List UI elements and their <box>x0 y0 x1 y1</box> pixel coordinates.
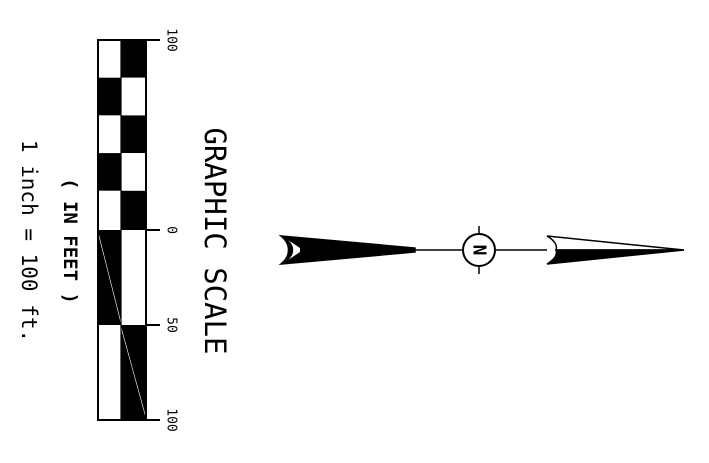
scale-segment <box>98 325 121 420</box>
scale-tick-labels: 100 0 50 100 <box>164 28 179 431</box>
north-arrow-left-notch <box>288 240 300 260</box>
north-arrow-right-head-lower <box>546 249 685 265</box>
scale-segment <box>121 153 146 191</box>
scale-segment <box>98 40 121 78</box>
scale-segment <box>121 230 146 325</box>
scale-ticks <box>146 39 160 421</box>
north-letter: N <box>469 245 490 256</box>
north-arrow-right-head-upper <box>546 235 685 251</box>
north-circle <box>462 233 496 267</box>
tick-label-100-top: 100 <box>164 28 179 51</box>
scale-units: ( IN FEET ) <box>59 178 81 304</box>
scale-segment <box>121 115 146 154</box>
scale-segment <box>98 77 121 116</box>
scale-segment <box>98 190 121 230</box>
scale-bar-main <box>98 230 146 420</box>
scale-title: GRAPHIC SCALE <box>198 128 232 355</box>
scale-bar: 100 0 50 100 <box>97 28 179 432</box>
tick-label-100-bottom: 100 <box>164 408 179 431</box>
scale-segment <box>121 40 146 78</box>
scale-segment <box>98 115 121 154</box>
scale-segment <box>98 153 121 191</box>
tick-label-50: 50 <box>164 317 179 333</box>
scale-bar-subdivisions <box>98 40 146 230</box>
scale-bar-hatching <box>97 231 147 419</box>
tick-label-0: 0 <box>164 226 179 234</box>
scale-segment <box>121 77 146 116</box>
north-arrow-icon: N <box>278 226 685 274</box>
scale-ratio: 1 inch = 100 ft. <box>17 140 41 342</box>
north-symbol: N <box>462 226 496 274</box>
north-arrow-left-head <box>278 235 416 265</box>
scale-segment <box>121 190 146 230</box>
